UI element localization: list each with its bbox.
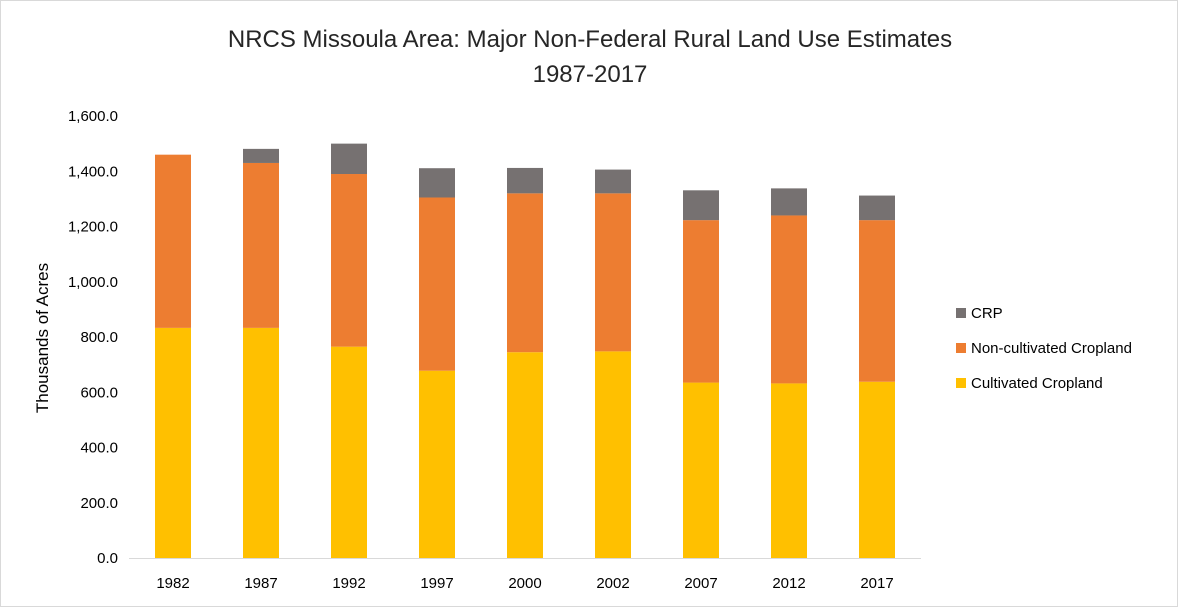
legend: CRP Non-cultivated Cropland Cultivated Cro… bbox=[956, 305, 1132, 392]
legend-swatch bbox=[956, 308, 966, 318]
x-tick-label: 1992 bbox=[332, 575, 365, 592]
bar-segment bbox=[595, 169, 631, 194]
bar-segment bbox=[683, 382, 719, 558]
y-tick-label: 1,400.0 bbox=[68, 163, 118, 180]
bar-segment bbox=[155, 327, 191, 558]
x-tick-label: 2012 bbox=[772, 575, 805, 592]
bar-segment bbox=[595, 193, 631, 352]
legend-swatch bbox=[956, 378, 966, 388]
bar-segment bbox=[155, 154, 191, 328]
bar-segment bbox=[331, 174, 367, 347]
bar-segment bbox=[507, 352, 543, 558]
y-tick-label: 200.0 bbox=[80, 495, 118, 512]
bar-segment bbox=[859, 195, 895, 221]
bar-segment bbox=[859, 381, 895, 558]
y-tick-label: 1,600.0 bbox=[68, 108, 118, 125]
bar-segment bbox=[419, 168, 455, 198]
x-axis-ticks: 1982 1987 1992 1997 2000 2002 2007 2012 2017 bbox=[156, 575, 893, 592]
legend-label: CRP bbox=[971, 305, 1003, 322]
legend-label: Non-cultivated Cropland bbox=[971, 340, 1132, 357]
chart-subtitle: 1987-2017 bbox=[533, 61, 648, 88]
y-tick-label: 400.0 bbox=[80, 440, 118, 457]
bar-segment bbox=[243, 148, 279, 163]
bar-segment bbox=[595, 351, 631, 558]
bar-segment bbox=[771, 215, 807, 384]
bar-segment bbox=[419, 370, 455, 558]
bar-segment bbox=[331, 346, 367, 558]
y-tick-label: 0.0 bbox=[97, 550, 118, 567]
bar-segment bbox=[771, 383, 807, 558]
bar-segment bbox=[243, 162, 279, 328]
bar-segment bbox=[683, 220, 719, 383]
bar-segment bbox=[859, 220, 895, 382]
bar-segment bbox=[683, 190, 719, 221]
bar-segment bbox=[507, 193, 543, 353]
x-tick-label: 1997 bbox=[420, 575, 453, 592]
bars-group bbox=[155, 143, 895, 558]
legend-label: Cultivated Cropland bbox=[971, 375, 1103, 392]
bar-segment bbox=[419, 197, 455, 371]
x-tick-label: 2017 bbox=[860, 575, 893, 592]
x-tick-label: 2000 bbox=[508, 575, 541, 592]
bar-segment bbox=[507, 167, 543, 194]
y-tick-label: 1,200.0 bbox=[68, 219, 118, 236]
x-tick-label: 2002 bbox=[596, 575, 629, 592]
y-axis-ticks: 0.0 200.0 400.0 600.0 800.0 1,000.0 1,200.0 1,4… bbox=[68, 108, 118, 567]
bar-segment bbox=[331, 143, 367, 175]
y-tick-label: 1,000.0 bbox=[68, 274, 118, 291]
bar-segment bbox=[771, 188, 807, 216]
y-tick-label: 800.0 bbox=[80, 329, 118, 346]
y-axis-title: Thousands of Acres bbox=[33, 263, 52, 413]
x-tick-label: 1982 bbox=[156, 575, 189, 592]
x-tick-label: 2007 bbox=[684, 575, 717, 592]
chart-title: NRCS Missoula Area: Major Non-Federal Ru… bbox=[228, 26, 952, 53]
bar-segment bbox=[243, 327, 279, 558]
legend-swatch bbox=[956, 343, 966, 353]
x-tick-label: 1987 bbox=[244, 575, 277, 592]
y-tick-label: 600.0 bbox=[80, 384, 118, 401]
